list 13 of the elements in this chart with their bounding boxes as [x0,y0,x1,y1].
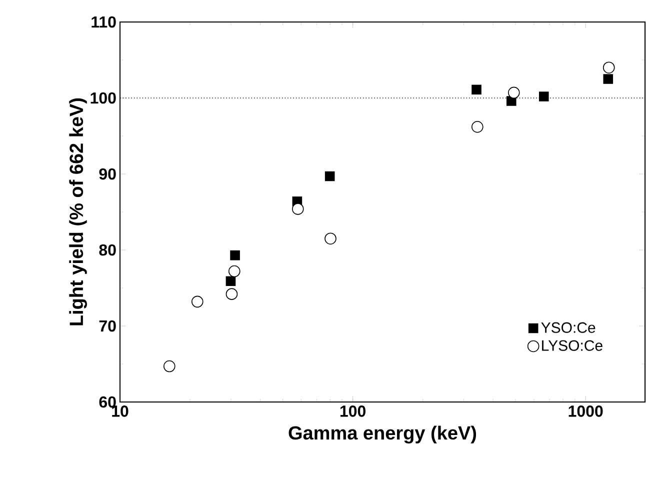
y-tick-label: 60 [99,396,116,408]
x-axis-title: Gamma energy (keV) [288,426,476,444]
x-tick-label: 100 [340,406,366,417]
y-tick-label: 90 [99,168,116,180]
y-axis-title: Light yield (% of 662 keV) [69,98,87,326]
x-tick-label: 10 [112,406,128,417]
y-tick-label: 80 [99,244,116,256]
legend-label: LYSO:Ce [542,340,602,351]
x-tick-label: 1000 [568,406,603,417]
y-tick-label: 110 [92,16,116,28]
y-tick-label: 100 [90,92,116,104]
y-tick-label: 70 [99,320,116,332]
legend-label: YSO:Ce [541,322,596,333]
